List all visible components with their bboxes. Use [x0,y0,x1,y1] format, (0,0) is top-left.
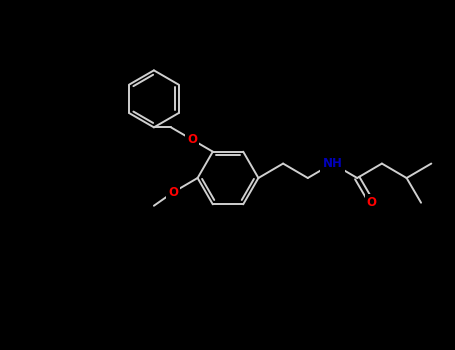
Text: O: O [367,196,377,209]
Text: NH: NH [323,157,343,170]
Text: O: O [168,186,178,199]
Text: O: O [187,133,197,146]
